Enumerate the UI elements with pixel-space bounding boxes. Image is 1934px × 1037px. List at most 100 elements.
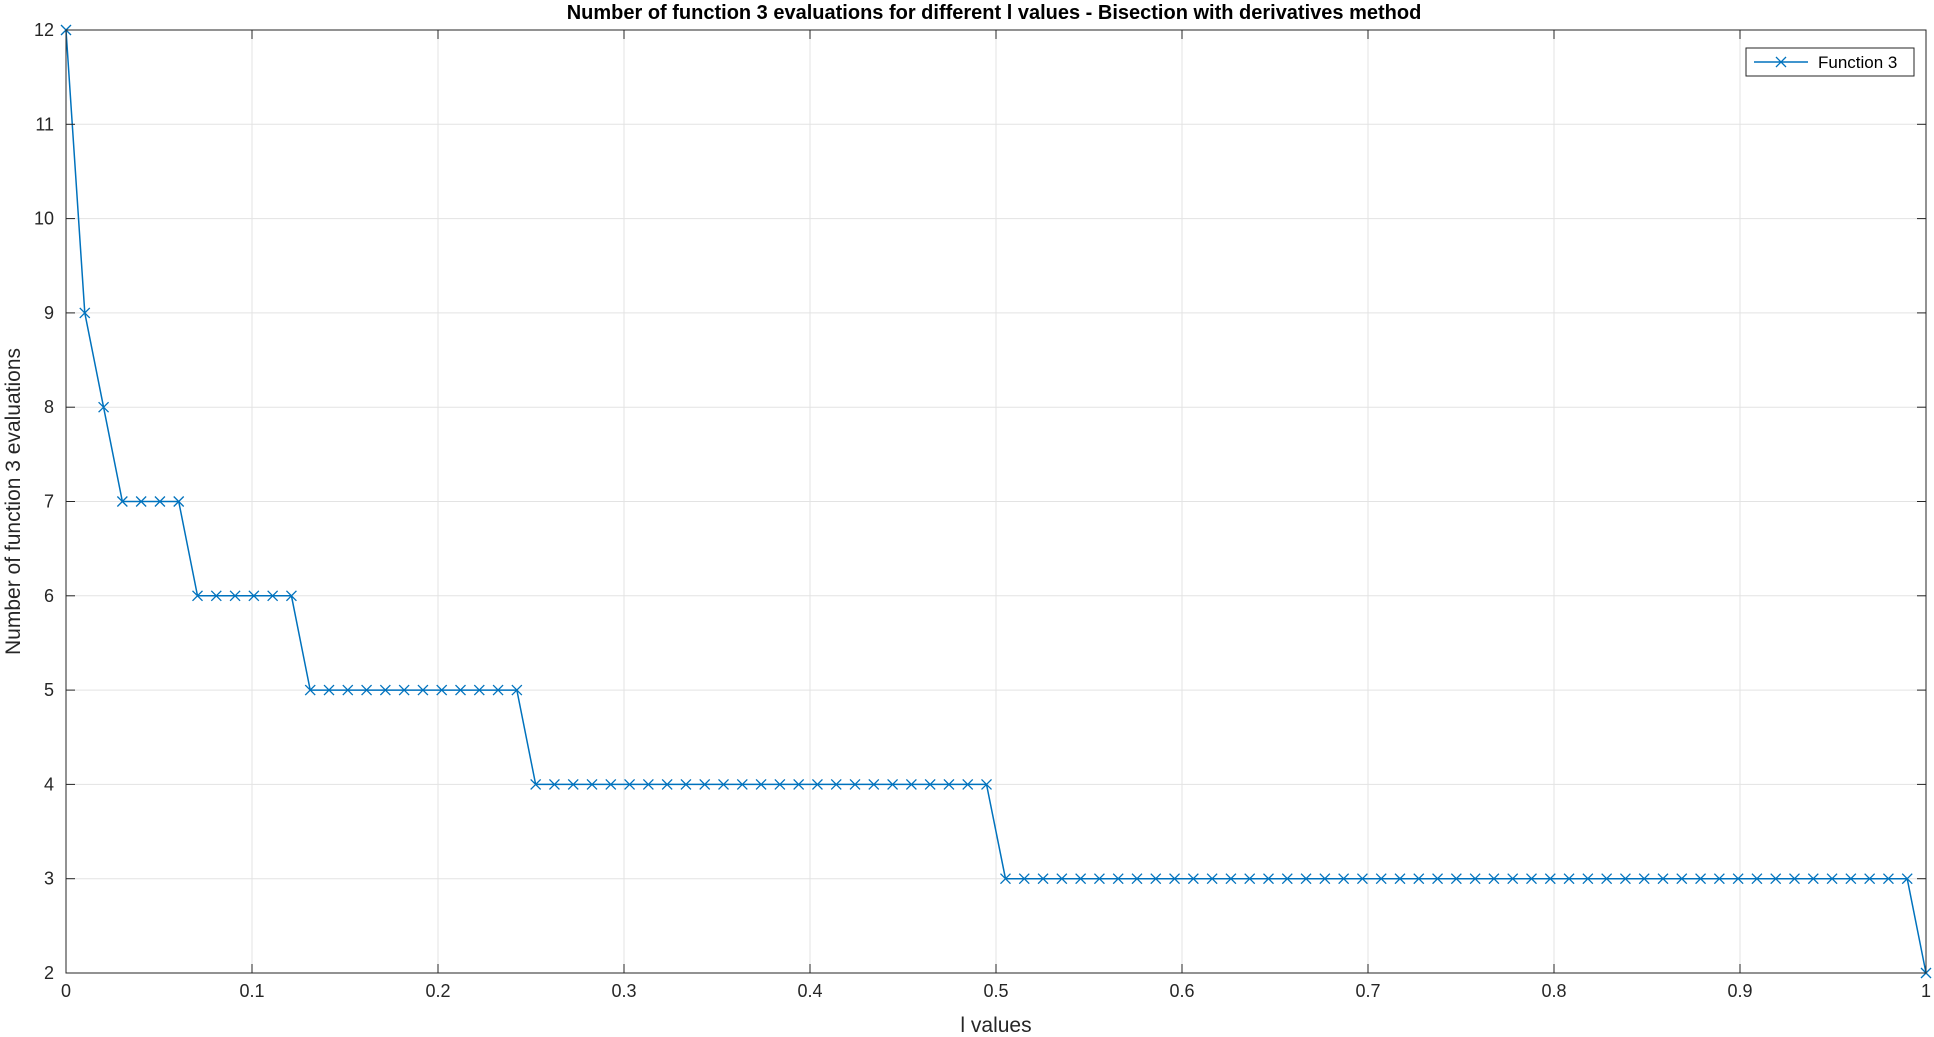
x-tick-label: 0.4 xyxy=(797,981,822,1001)
data-point xyxy=(1526,873,1537,885)
x-tick-label: 0 xyxy=(61,981,71,1001)
data-point xyxy=(342,684,354,696)
data-point xyxy=(1319,873,1331,885)
data-point xyxy=(1507,873,1519,885)
data-point xyxy=(79,307,91,319)
data-point xyxy=(1450,873,1462,885)
data-point-stroke xyxy=(1807,873,1819,885)
data-point-stroke xyxy=(1338,873,1350,885)
data-point xyxy=(905,778,917,790)
data-point-stroke xyxy=(567,778,579,790)
data-point xyxy=(116,496,128,507)
data-point-stroke xyxy=(1864,873,1876,885)
data-point-stroke xyxy=(229,590,241,602)
data-point xyxy=(567,778,579,790)
data-point xyxy=(1338,873,1350,885)
data-point-stroke xyxy=(1695,873,1707,885)
data-point-stroke xyxy=(398,684,410,696)
data-point xyxy=(229,590,241,602)
data-point xyxy=(1281,873,1293,885)
data-point-stroke xyxy=(1751,873,1763,885)
data-point xyxy=(1169,873,1181,885)
x-tick-label: 0.5 xyxy=(983,981,1008,1001)
y-tick-label: 8 xyxy=(44,397,54,417)
data-point xyxy=(267,590,279,602)
data-point-stroke xyxy=(793,778,805,790)
data-point-stroke xyxy=(1638,873,1650,885)
data-point-stroke xyxy=(1281,873,1293,885)
data-point xyxy=(1187,873,1199,885)
data-point-stroke xyxy=(642,778,654,790)
x-tick-labels: 0 0.1 0.2 0.3 0.4 0.5 0.6 0.7 0.8 0.9 1 xyxy=(61,981,1931,1001)
data-point xyxy=(1244,873,1256,885)
data-point xyxy=(455,684,466,696)
data-point-stroke xyxy=(943,778,955,790)
data-point-stroke xyxy=(511,684,523,696)
data-point-stroke xyxy=(755,778,767,790)
data-point-stroke xyxy=(1601,873,1613,885)
data-point-stroke xyxy=(473,684,485,696)
data-point xyxy=(1826,873,1838,885)
data-point xyxy=(511,684,523,696)
data-point-stroke xyxy=(1676,873,1688,885)
data-point xyxy=(1882,873,1894,885)
data-point-stroke xyxy=(736,778,748,790)
data-point-stroke xyxy=(1356,873,1368,885)
data-point-stroke xyxy=(774,778,786,790)
data-point-stroke xyxy=(981,778,992,790)
data-point xyxy=(1394,873,1406,885)
data-point-stroke xyxy=(905,778,917,790)
data-point-stroke xyxy=(210,590,222,602)
data-point-stroke xyxy=(304,684,316,696)
data-point-stroke xyxy=(248,590,260,602)
data-point xyxy=(1807,873,1819,885)
data-point-stroke xyxy=(1488,873,1500,885)
data-point-stroke xyxy=(379,684,391,696)
data-point xyxy=(192,590,203,602)
data-point-stroke xyxy=(680,778,692,790)
data-point xyxy=(1112,873,1124,885)
data-point xyxy=(1657,873,1669,885)
data-point xyxy=(361,684,373,696)
data-point-stroke xyxy=(548,778,560,790)
data-point xyxy=(492,684,504,696)
data-point-stroke xyxy=(1826,873,1838,885)
data-point xyxy=(586,778,598,790)
data-point xyxy=(1695,873,1707,885)
data-point-stroke xyxy=(1413,873,1425,885)
legend-marker-stroke xyxy=(1775,56,1787,68)
data-point xyxy=(830,778,842,790)
data-point xyxy=(1488,873,1500,885)
data-point xyxy=(1864,873,1876,885)
data-point xyxy=(398,684,410,696)
data-point-stroke xyxy=(1713,873,1725,885)
data-point-stroke xyxy=(924,778,936,790)
data-point-stroke xyxy=(1507,873,1519,885)
data-point xyxy=(1601,873,1613,885)
data-point xyxy=(1563,873,1575,885)
x-tick-label: 0.1 xyxy=(239,981,264,1001)
data-point-stroke xyxy=(455,684,466,696)
data-point xyxy=(1751,873,1763,885)
data-point xyxy=(1018,873,1030,885)
y-tick-label: 10 xyxy=(34,209,54,229)
x-tick-label: 1 xyxy=(1921,981,1931,1001)
data-point xyxy=(173,496,185,507)
data-point xyxy=(323,684,335,696)
data-point xyxy=(1150,873,1162,885)
data-point-stroke xyxy=(699,778,711,790)
y-tick-label: 7 xyxy=(44,492,54,512)
data-point-stroke xyxy=(1150,873,1162,885)
data-point xyxy=(1544,873,1556,885)
data-point xyxy=(1375,873,1387,885)
data-point xyxy=(1056,873,1068,885)
data-point xyxy=(210,590,222,602)
data-point-stroke xyxy=(436,684,448,696)
data-point-stroke xyxy=(624,778,636,790)
data-point-stroke xyxy=(342,684,354,696)
data-point xyxy=(1131,873,1143,885)
data-point-stroke xyxy=(1093,873,1105,885)
data-point xyxy=(1469,873,1481,885)
data-point xyxy=(1000,873,1011,885)
data-point-stroke xyxy=(1450,873,1462,885)
